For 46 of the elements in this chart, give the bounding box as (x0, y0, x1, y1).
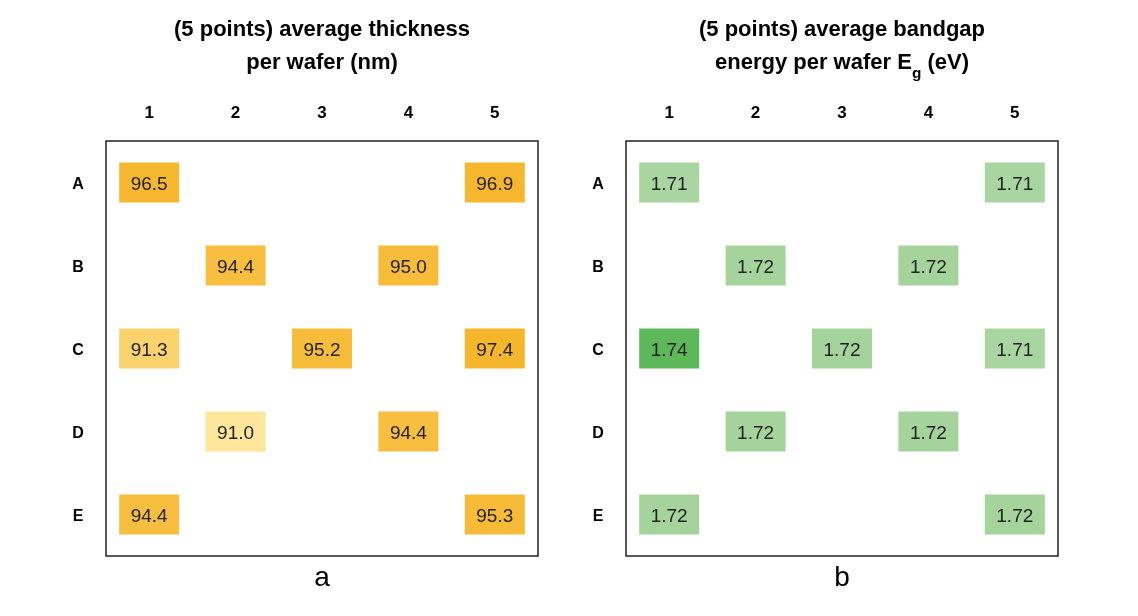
y-tick-label: E (592, 506, 604, 524)
y-tick-label: C (72, 340, 85, 358)
data-label: 1.71 (996, 172, 1034, 194)
data-label: 91.0 (217, 421, 255, 443)
x-tick-label: 5 (490, 103, 500, 122)
x-tick-label: 4 (923, 103, 934, 122)
data-label: 94.4 (389, 421, 428, 443)
data-label: 1.72 (996, 504, 1034, 526)
data-label: 95.0 (389, 255, 427, 277)
x-tick-label: 1 (144, 103, 154, 122)
data-label: 1.72 (737, 255, 775, 277)
data-label: 1.72 (909, 255, 947, 277)
data-label: 1.72 (737, 421, 775, 443)
y-tick-label: E (72, 506, 84, 524)
data-label: 91.3 (130, 338, 168, 360)
text: b (834, 561, 850, 592)
data-label: 1.71 (996, 338, 1034, 360)
chart-title: (5 points) average thickness per wafer (nm) (174, 16, 470, 74)
data-label: 1.72 (650, 504, 688, 526)
data-label: 1.74 (650, 338, 689, 360)
x-tick-label: 3 (837, 103, 847, 122)
data-label: 1.72 (823, 338, 861, 360)
x-tick-label: 2 (750, 103, 761, 122)
y-tick-label: D (592, 423, 604, 441)
x-tick-label: 2 (230, 103, 241, 122)
y-tick-label: C (592, 340, 605, 358)
y-tick-label: B (592, 257, 604, 275)
x-tick-label: 5 (1010, 103, 1020, 122)
y-tick-label: A (592, 174, 605, 192)
data-label: 97.4 (476, 338, 514, 360)
y-tick-label: B (72, 257, 84, 275)
data-label: 94.4 (217, 255, 255, 277)
text: a (314, 561, 331, 592)
data-label: 96.9 (476, 172, 514, 194)
x-tick-label: 3 (317, 103, 327, 122)
chart-title: (5 points) average bandgap energy per wafer E$_{g}$ (eV) (698, 16, 986, 81)
data-label: 96.5 (130, 172, 168, 194)
data-label: 1.71 (650, 172, 688, 194)
data-label: 94.4 (130, 504, 169, 526)
y-tick-label: A (72, 174, 85, 192)
y-tick-label: D (72, 423, 84, 441)
x-tick-label: 1 (664, 103, 674, 122)
x-tick-label: 4 (403, 103, 414, 122)
data-label: 1.72 (909, 421, 947, 443)
data-label: 95.3 (476, 504, 514, 526)
data-label: 95.2 (303, 338, 341, 360)
